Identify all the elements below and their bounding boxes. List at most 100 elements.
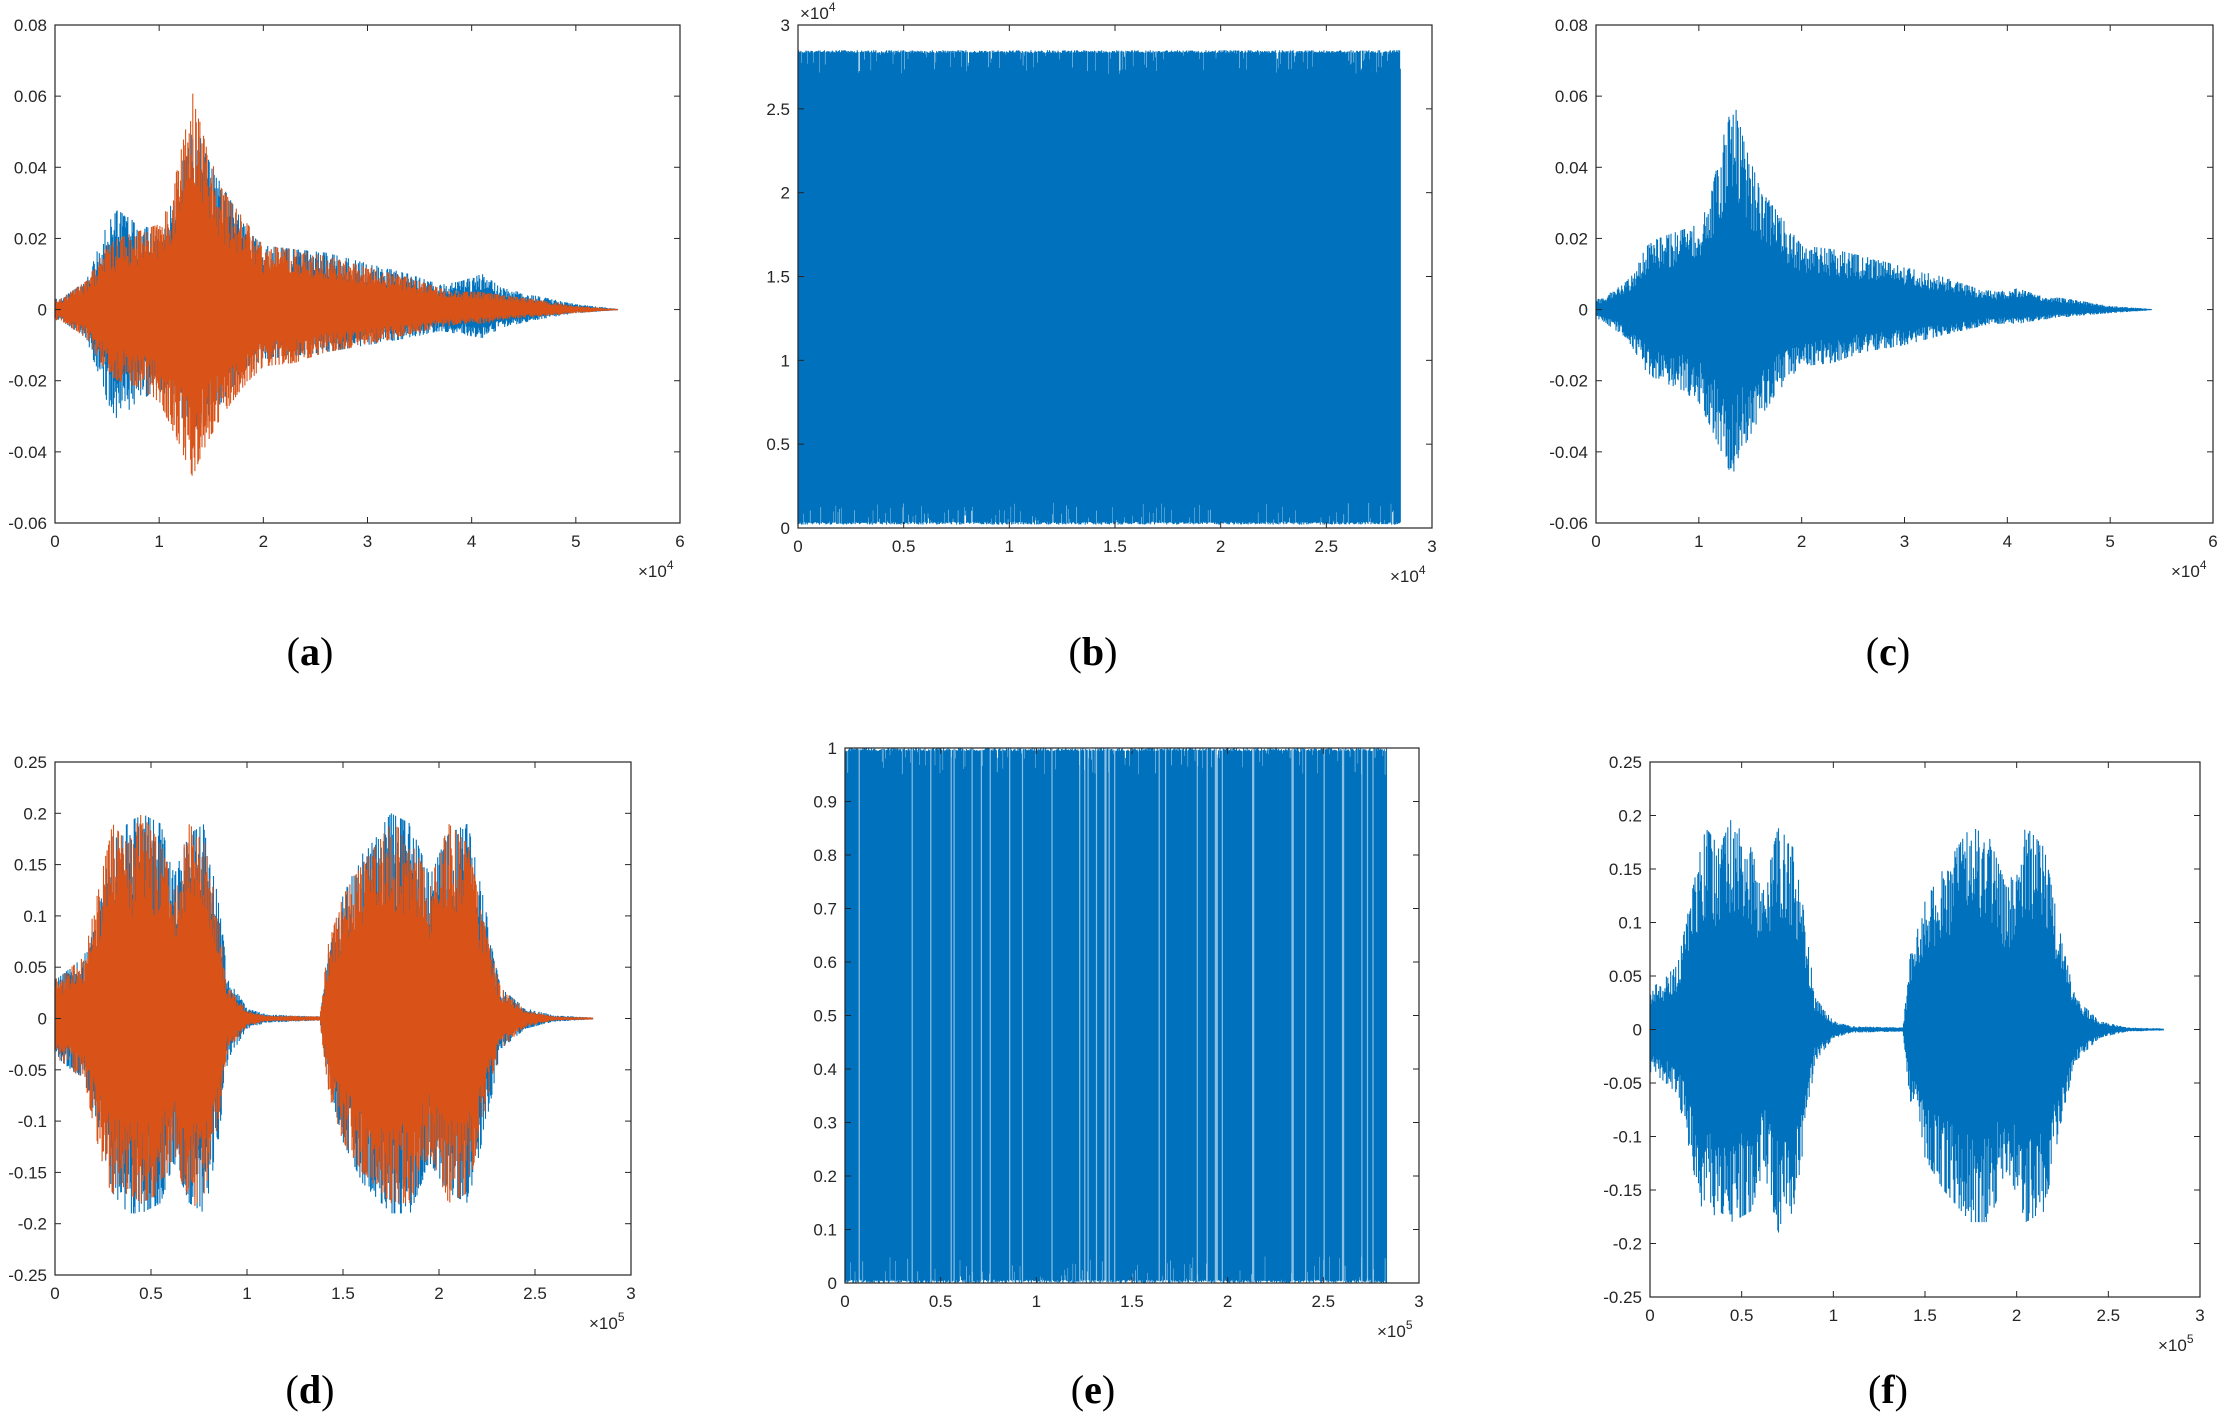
x-exponent-label: ×105 (589, 1310, 625, 1333)
y-tick-label: -0.05 (1603, 1074, 1642, 1093)
y-tick-label: 0.2 (813, 1167, 837, 1186)
x-tick-label: 1 (1005, 537, 1014, 556)
y-tick-label: 0.02 (1555, 229, 1588, 248)
y-tick-label: 0.2 (1618, 807, 1642, 826)
panel-c: 0 1 2 3 4 5 6 -0.06 -0.04 -0.02 0 0.02 0.04 0.06 0.08 ×… (1549, 16, 2217, 674)
x-tick-label: 4 (2003, 532, 2012, 551)
x-exponent-label: ×105 (1377, 1318, 1413, 1341)
x-tick-label: 2 (1223, 1292, 1232, 1311)
y-tick-label: 2.5 (766, 100, 790, 119)
x-tick-label: 0.5 (1730, 1306, 1754, 1325)
y-tick-label: -0.2 (18, 1215, 47, 1234)
y-tick-label: 0.4 (813, 1060, 837, 1079)
x-tick-label: 6 (2208, 532, 2217, 551)
x-exponent-label: ×105 (2158, 1332, 2194, 1355)
y-tick-label: -0.25 (1603, 1288, 1642, 1307)
y-tick-label: 2 (781, 184, 790, 203)
y-tick-label: 0.2 (23, 804, 47, 823)
x-tick-label: 6 (675, 532, 684, 551)
x-tick-label: 1 (1829, 1306, 1838, 1325)
x-tick-label: 0 (793, 537, 802, 556)
x-tick-label: 0 (50, 1284, 59, 1303)
y-tick-label: 0.08 (1555, 16, 1588, 35)
y-tick-label: 0.5 (766, 435, 790, 454)
x-tick-label: 2 (434, 1284, 443, 1303)
y-tick-label: 0.02 (14, 229, 47, 248)
x-tick-label: 5 (2105, 532, 2114, 551)
y-tick-label: 1.5 (766, 268, 790, 287)
y-tick-label: -0.04 (1549, 443, 1588, 462)
y-tick-label: 0.1 (1618, 914, 1642, 933)
y-tick-label: -0.1 (18, 1112, 47, 1131)
y-tick-label: 0.1 (23, 907, 47, 926)
y-tick-label: 0.15 (14, 856, 47, 875)
x-tick-label: 3 (1900, 532, 1909, 551)
y-tick-label: 0 (1633, 1021, 1642, 1040)
y-tick-label: -0.04 (8, 443, 47, 462)
panel-caption: (d) (286, 1367, 335, 1412)
y-tick-label: -0.15 (8, 1163, 47, 1182)
x-exponent-label: ×104 (1390, 563, 1426, 586)
panel-b: 0 0.5 1 1.5 2 2.5 300.511.522.53×104×104(b) (766, 0, 1436, 674)
x-tick-label: 3 (1414, 1292, 1423, 1311)
series-1-trace (1649, 820, 2164, 1233)
y-tick-label: 0.25 (14, 753, 47, 772)
x-tick-label: 3 (626, 1284, 635, 1303)
y-tick-label: -0.2 (1613, 1235, 1642, 1254)
x-tick-label: 1 (242, 1284, 251, 1303)
y-tick-label: 0 (781, 519, 790, 538)
y-tick-label: 0.08 (14, 16, 47, 35)
x-exponent-label: ×104 (638, 558, 674, 581)
series-gap-marks (858, 748, 1374, 1283)
y-tick-label: 0.15 (1609, 860, 1642, 879)
y-tick-label: 0.7 (813, 900, 837, 919)
panel-caption: (b) (1069, 629, 1118, 674)
y-tick-label: 0.6 (813, 953, 837, 972)
x-tick-label: 1.5 (1103, 537, 1127, 556)
x-tick-label: 1 (1694, 532, 1703, 551)
y-tick-label: -0.25 (8, 1266, 47, 1285)
x-tick-label: 5 (571, 532, 580, 551)
y-tick-label: 0.06 (14, 87, 47, 106)
x-tick-label: 2 (2012, 1306, 2021, 1325)
x-tick-label: 0 (840, 1292, 849, 1311)
y-tick-label: -0.06 (8, 514, 47, 533)
y-tick-label: 3 (781, 16, 790, 35)
x-tick-label: 3 (2195, 1306, 2204, 1325)
x-tick-label: 3 (363, 532, 372, 551)
panel-f: 0 0.5 1 1.5 2 2.5 3 -0.25 -0.2 -0.15 -0.1 -0.05 0 0.0… (1603, 753, 2204, 1412)
x-tick-label: 1.5 (1913, 1306, 1937, 1325)
panel-caption: (e) (1071, 1367, 1115, 1412)
panel-e: 0 0.5 1 1.5 2 2.5 3 0 0.1 0.2 0.3 0.4 0.5 0.6 0.7 0.8 0.… (813, 739, 1423, 1412)
x-tick-label: 2 (1797, 532, 1806, 551)
series-1-trace (797, 50, 1401, 525)
x-tick-label: 0.5 (892, 537, 916, 556)
x-tick-label: 4 (467, 532, 476, 551)
series-2-trace (54, 93, 619, 476)
y-tick-label: -0.1 (1613, 1128, 1642, 1147)
x-tick-label: 1.5 (1120, 1292, 1144, 1311)
y-tick-label: 0 (38, 1010, 47, 1029)
panel-caption: (a) (287, 629, 334, 674)
x-tick-label: 2.5 (2097, 1306, 2121, 1325)
panel-a: 0 1 2 3 4 5 6 -0.06 -0.04 -0.02 0 0.02 0.04 0.06 0.08 ×… (8, 16, 684, 674)
y-tick-label: 1 (781, 351, 790, 370)
y-tick-label: -0.05 (8, 1061, 47, 1080)
y-exponent-label: ×104 (800, 0, 836, 23)
x-tick-label: 2 (259, 532, 268, 551)
x-tick-label: 0.5 (139, 1284, 163, 1303)
y-tick-label: 0.06 (1555, 87, 1588, 106)
y-tick-label: 0 (828, 1274, 837, 1293)
x-tick-label: 1 (1032, 1292, 1041, 1311)
y-tick-label: 1 (828, 739, 837, 758)
y-tick-label: 0.04 (14, 158, 47, 177)
y-tick-label: -0.02 (8, 372, 47, 391)
y-tick-label: -0.15 (1603, 1181, 1642, 1200)
y-tick-label: 0.25 (1609, 753, 1642, 772)
panel-d: 0 0.5 1 1.5 2 2.5 3 -0.25 -0.2 -0.15 -0.1 -0.05 0 0.0… (8, 753, 635, 1412)
y-tick-label: 0.8 (813, 846, 837, 865)
y-tick-label: 0.04 (1555, 158, 1588, 177)
series-1-trace (1595, 109, 2152, 472)
x-tick-label: 2.5 (1315, 537, 1339, 556)
